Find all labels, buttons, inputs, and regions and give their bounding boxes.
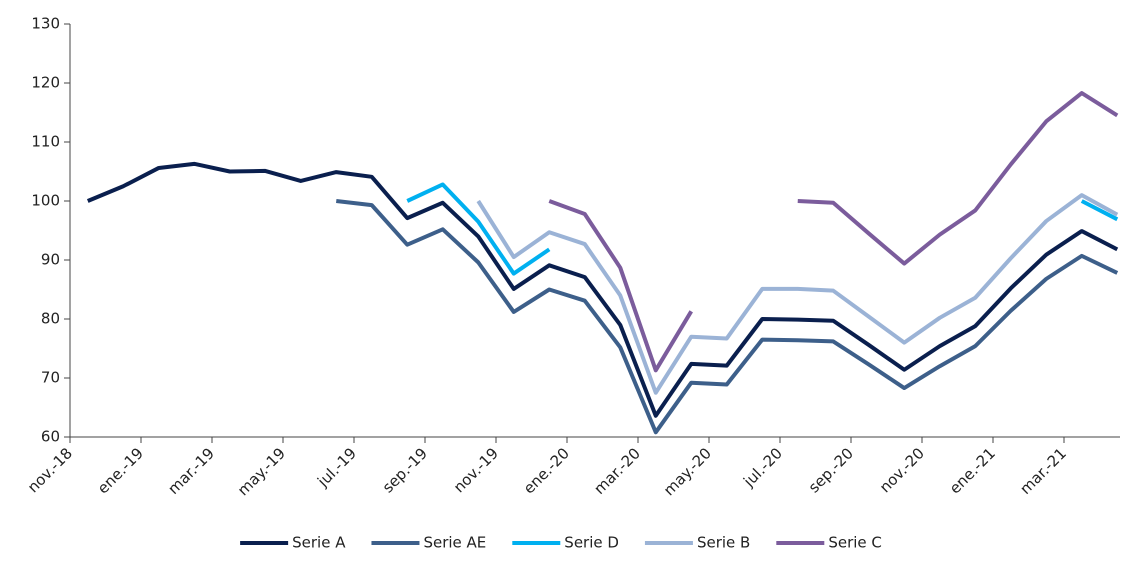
y-tick-label: 110: [31, 133, 60, 151]
y-tick-label: 70: [41, 369, 60, 387]
x-tick-label: mar.-20: [590, 444, 644, 498]
legend-label: Serie A: [292, 534, 346, 552]
x-tick-label: jul.-20: [739, 444, 786, 491]
x-tick-label: jul.-19: [313, 444, 360, 491]
series-line: [336, 199, 1119, 435]
legend-label: Serie D: [564, 534, 619, 552]
x-tick-label: nov.-18: [24, 444, 76, 496]
y-tick-label: 100: [31, 192, 60, 210]
legend-label: Serie AE: [423, 534, 486, 552]
y-tick-label: 120: [31, 74, 60, 92]
y-tick-label: 60: [41, 428, 60, 446]
x-tick-label: ene.-19: [94, 444, 147, 497]
x-tick-label: may.-20: [660, 444, 715, 499]
x-tick-label: may.-19: [234, 444, 289, 499]
legend-label: Serie B: [697, 534, 750, 552]
x-tick-label: nov.-20: [876, 444, 928, 496]
series-line: [476, 193, 1119, 395]
y-tick-label: 90: [41, 251, 60, 269]
y-tick-label: 80: [41, 310, 60, 328]
x-tick-label: ene.-21: [946, 444, 999, 497]
series-line: [406, 182, 1119, 276]
legend-label: Serie C: [828, 534, 882, 552]
series-line: [548, 91, 1119, 373]
series-line: [86, 161, 1119, 418]
x-tick-label: ene.-20: [520, 444, 573, 497]
y-tick-label: 130: [31, 15, 60, 33]
x-tick-label: nov.-19: [450, 444, 502, 496]
x-tick-label: mar.-21: [1016, 444, 1070, 498]
x-tick-label: sep.-20: [805, 444, 857, 496]
x-tick-label: mar.-19: [164, 444, 218, 498]
x-tick-label: sep.-19: [379, 444, 431, 496]
